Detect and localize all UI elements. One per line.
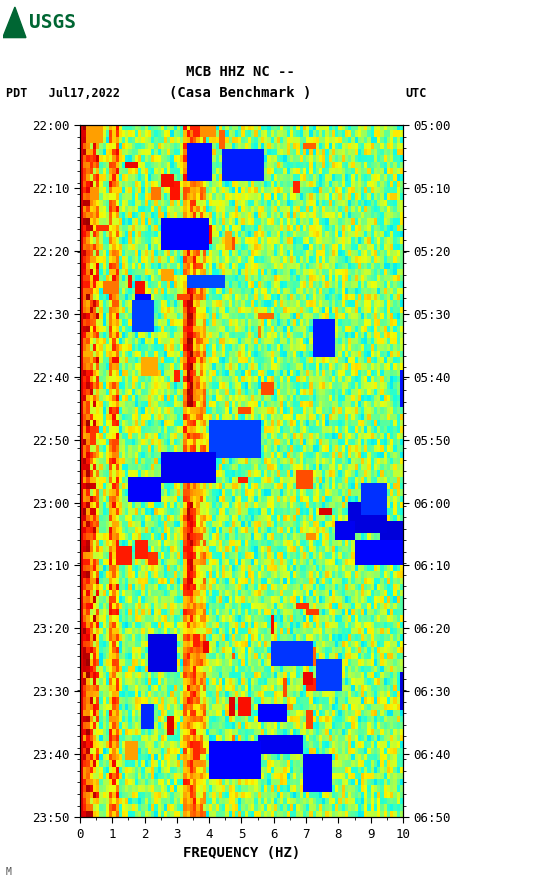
X-axis label: FREQUENCY (HZ): FREQUENCY (HZ)	[183, 846, 300, 860]
Text: MCB HHZ NC --: MCB HHZ NC --	[185, 64, 295, 79]
Text: UTC: UTC	[406, 87, 427, 100]
Text: M: M	[6, 867, 12, 877]
Polygon shape	[3, 7, 26, 38]
Text: (Casa Benchmark ): (Casa Benchmark )	[169, 86, 311, 100]
Text: USGS: USGS	[29, 13, 76, 32]
Text: PDT   Jul17,2022: PDT Jul17,2022	[6, 87, 120, 100]
